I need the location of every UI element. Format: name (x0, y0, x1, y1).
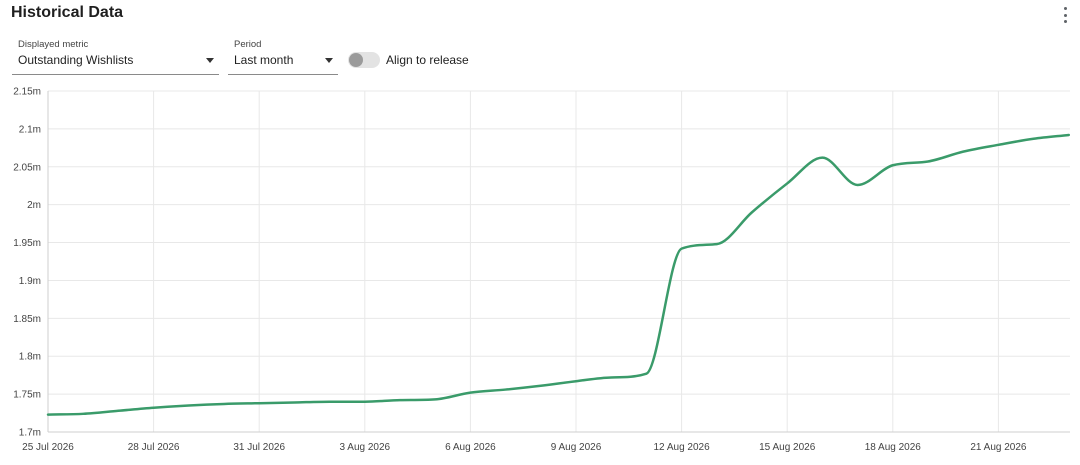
data-point (996, 143, 1000, 147)
metric-select[interactable]: Displayed metric Outstanding Wishlists (12, 38, 219, 75)
period-select[interactable]: Period Last month (228, 38, 338, 75)
y-tick-label: 2.15m (13, 87, 41, 98)
y-tick-label: 1.8m (19, 352, 41, 363)
x-tick-label: 31 Jul 2026 (233, 442, 285, 453)
metric-select-value: Outstanding Wishlists (18, 53, 134, 67)
data-point (856, 183, 860, 187)
card-title: Historical Data (11, 4, 124, 21)
x-tick-label: 12 Aug 2026 (654, 442, 711, 453)
dropdown-arrow-icon (325, 58, 333, 63)
more-options-icon[interactable] (1058, 6, 1072, 24)
data-point (574, 379, 578, 383)
toggle-knob[interactable] (349, 53, 363, 67)
toggle-track[interactable] (348, 52, 380, 68)
kebab-dot (1063, 13, 1067, 17)
metric-select-label: Displayed metric (18, 39, 89, 50)
data-point (433, 397, 437, 401)
x-tick-label: 6 Aug 2026 (445, 442, 496, 453)
data-point (609, 375, 613, 379)
y-tick-label: 1.85m (13, 314, 41, 325)
data-point (46, 413, 50, 417)
y-tick-label: 2m (27, 200, 41, 211)
y-tick-label: 1.95m (13, 238, 41, 249)
align-to-release-label: Align to release (386, 53, 469, 67)
data-point (891, 163, 895, 167)
x-tick-label: 28 Jul 2026 (128, 442, 180, 453)
data-point (785, 181, 789, 185)
data-point (116, 409, 120, 413)
y-tick-label: 1.75m (13, 390, 41, 401)
align-to-release-toggle[interactable]: Align to release (348, 51, 469, 69)
data-point (152, 406, 156, 410)
period-select-value: Last month (234, 53, 294, 67)
x-tick-label: 25 Jul 2026 (22, 442, 74, 453)
kebab-dot (1063, 20, 1067, 23)
data-point (81, 412, 85, 416)
data-point (468, 391, 472, 395)
data-point (1032, 137, 1036, 141)
y-tick-label: 1.7m (19, 428, 41, 439)
data-point (926, 159, 930, 163)
period-select-label: Period (234, 39, 262, 50)
data-point (820, 156, 824, 160)
data-point (715, 242, 719, 246)
y-tick-label: 2.05m (13, 162, 41, 173)
data-point (680, 247, 684, 251)
data-point (1067, 133, 1071, 137)
data-point (328, 400, 332, 404)
x-tick-label: 9 Aug 2026 (551, 442, 602, 453)
series-line (46, 133, 1071, 416)
x-tick-label: 3 Aug 2026 (339, 442, 390, 453)
kebab-dot (1063, 7, 1067, 10)
data-point (398, 398, 402, 402)
data-point (257, 401, 261, 405)
data-point (750, 210, 754, 214)
x-tick-label: 15 Aug 2026 (759, 442, 816, 453)
y-tick-label: 2.1m (19, 124, 41, 135)
data-point (961, 150, 965, 154)
y-tick-label: 1.9m (19, 276, 41, 287)
data-point (539, 384, 543, 388)
data-point (222, 402, 226, 406)
data-point (504, 388, 508, 392)
data-point (363, 400, 367, 404)
x-tick-label: 18 Aug 2026 (865, 442, 922, 453)
dropdown-arrow-icon (206, 58, 214, 63)
data-point (644, 372, 648, 376)
data-point (187, 403, 191, 407)
x-tick-label: 21 Aug 2026 (970, 442, 1027, 453)
data-point (292, 400, 296, 404)
